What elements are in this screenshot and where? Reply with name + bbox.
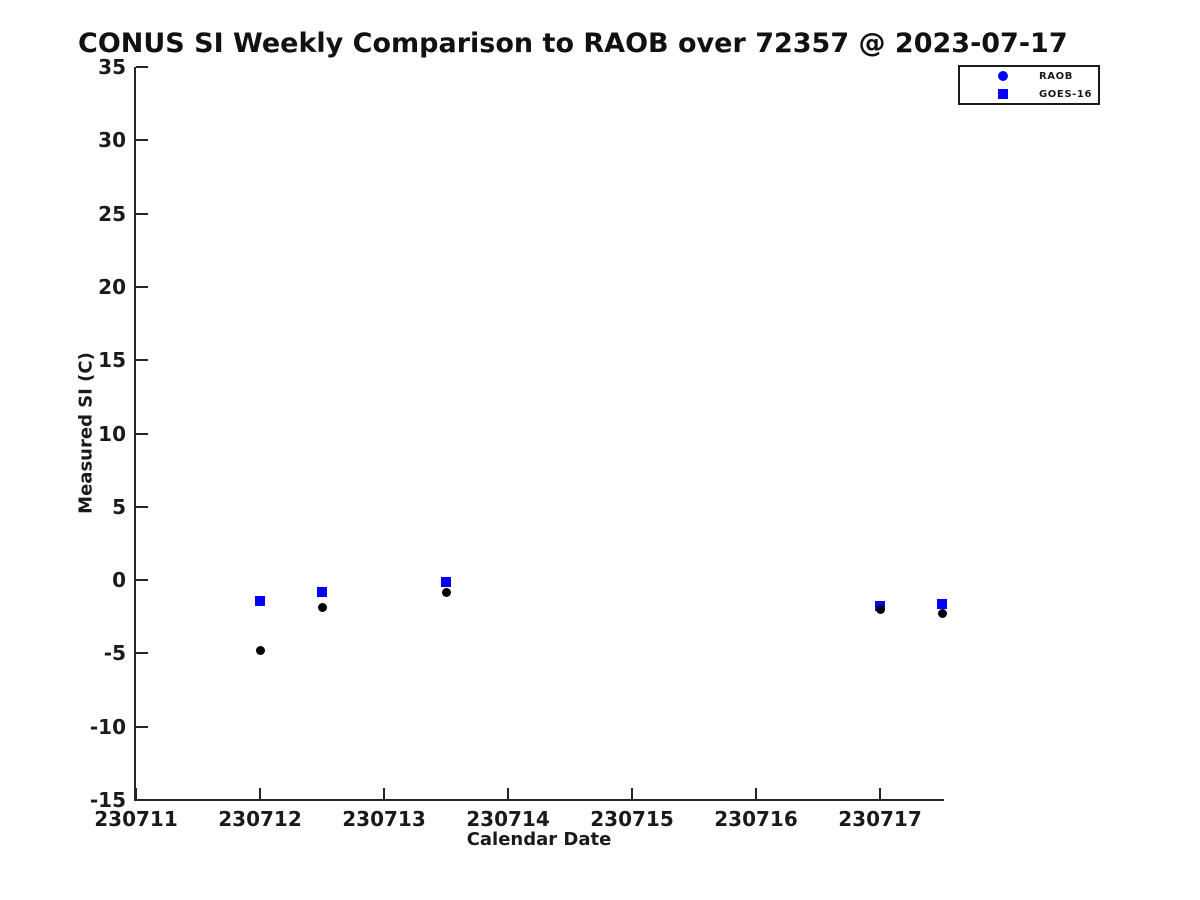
data-point-raob xyxy=(441,588,451,598)
data-point-goes-16 xyxy=(317,586,327,597)
x-axis-line xyxy=(134,799,944,801)
legend-label-raob: RAOB xyxy=(1039,70,1073,82)
x-tick xyxy=(879,788,881,800)
y-axis-line xyxy=(134,67,136,801)
chart-title: CONUS SI Weekly Comparison to RAOB over … xyxy=(78,28,1068,59)
legend-label-goes16: GOES-16 xyxy=(1039,88,1093,100)
data-point-raob xyxy=(937,608,947,618)
y-tick xyxy=(136,66,148,68)
y-tick xyxy=(136,285,148,288)
y-tick xyxy=(136,212,148,215)
y-tick xyxy=(136,725,148,728)
x-tick-label: 230711 xyxy=(94,807,178,831)
data-point-goes-16 xyxy=(441,576,451,587)
x-tick-label: 230713 xyxy=(342,807,426,831)
y-tick-label: 10 xyxy=(98,421,126,446)
y-tick-label: 35 xyxy=(98,55,126,79)
x-tick-label: 230715 xyxy=(590,807,674,831)
x-tick-label: 230714 xyxy=(466,807,550,831)
y-tick-label: -15 xyxy=(89,788,126,812)
data-point-goes-16 xyxy=(937,599,947,610)
x-axis-label: Calendar Date xyxy=(466,829,612,850)
y-tick xyxy=(136,579,148,582)
data-point-raob xyxy=(255,645,265,655)
y-tick-label: 5 xyxy=(112,494,126,519)
goes16-square-icon xyxy=(998,89,1008,99)
y-tick xyxy=(136,139,148,142)
y-tick-label: -5 xyxy=(103,641,126,666)
x-tick xyxy=(259,788,261,800)
y-tick-label: 20 xyxy=(98,274,126,299)
x-tick xyxy=(507,788,509,800)
x-tick xyxy=(631,788,633,800)
legend-item-goes16: GOES-16 xyxy=(960,85,1098,103)
x-tick xyxy=(135,788,137,800)
y-tick xyxy=(136,432,148,435)
data-point-raob xyxy=(875,604,885,614)
y-tick-label: 30 xyxy=(98,128,126,153)
x-tick-label: 230712 xyxy=(218,807,302,831)
legend: RAOB GOES-16 xyxy=(958,65,1100,105)
legend-item-raob: RAOB xyxy=(960,67,1098,85)
data-point-raob xyxy=(317,602,327,612)
x-tick xyxy=(755,788,757,800)
y-tick xyxy=(136,799,148,801)
y-tick xyxy=(136,652,148,655)
x-tick xyxy=(383,788,385,800)
x-tick-label: 230717 xyxy=(838,807,922,831)
y-tick-label: 25 xyxy=(98,201,126,226)
data-point-goes-16 xyxy=(255,596,265,607)
raob-circle-icon xyxy=(998,71,1008,81)
y-tick-label: 15 xyxy=(98,348,126,373)
y-tick xyxy=(136,505,148,508)
y-tick-label: 0 xyxy=(112,568,126,593)
y-tick xyxy=(136,359,148,362)
x-tick-label: 230716 xyxy=(714,807,798,831)
y-tick-label: -10 xyxy=(89,714,126,739)
